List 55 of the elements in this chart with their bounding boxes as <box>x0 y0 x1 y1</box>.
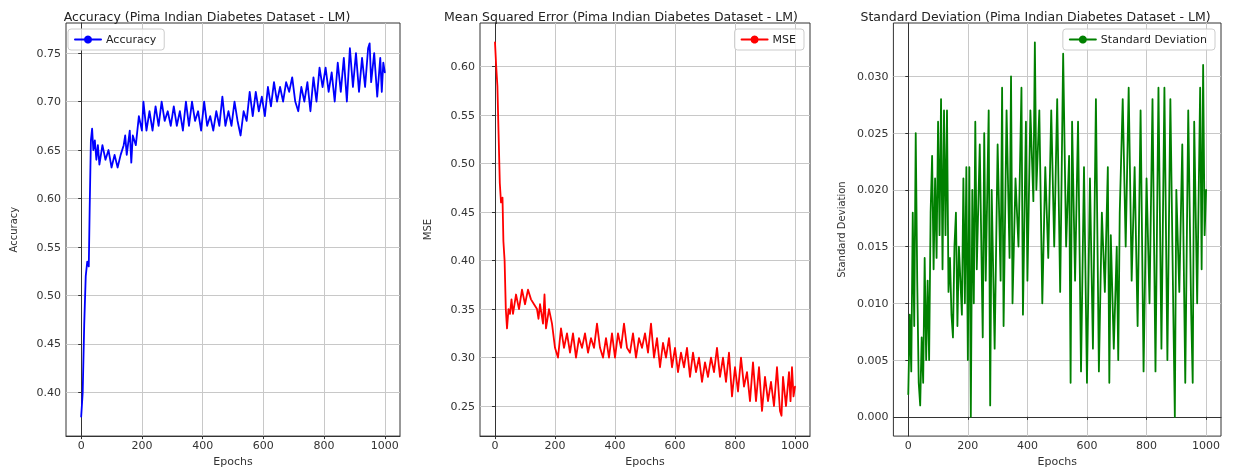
y-axis-title: Accuracy <box>7 206 19 253</box>
legend-label: Accuracy <box>106 33 157 46</box>
y-tick-label: 0.60 <box>450 60 475 74</box>
y-tick-label: 0.030 <box>856 69 889 83</box>
x-tick-label: 200 <box>957 439 979 453</box>
y-tick-label: 0.40 <box>36 385 61 399</box>
y-tick-label: 0.55 <box>450 108 475 122</box>
legend-label: MSE <box>772 33 797 46</box>
y-tick-label: 0.50 <box>450 157 475 171</box>
x-tick-label: 400 <box>1016 439 1038 453</box>
x-tick-label: 0 <box>904 439 912 453</box>
y-axis-title: Standard Deviation <box>835 181 847 278</box>
y-tick-label: 0.40 <box>450 254 475 268</box>
chart-title: Mean Squared Error (Pima Indian Diabetes Dataset - LM) <box>444 9 798 24</box>
x-tick-label: 600 <box>664 439 686 453</box>
legend-label: Standard Deviation <box>1100 33 1208 46</box>
y-tick-label: 0.005 <box>856 353 889 367</box>
x-axis-title: Epochs <box>625 455 665 468</box>
x-tick-label: 200 <box>131 439 153 453</box>
x-tick-label: 800 <box>724 439 746 453</box>
x-tick-label: 200 <box>544 439 566 453</box>
x-tick-label: 1000 <box>1192 439 1221 453</box>
x-tick-label: 1000 <box>781 439 809 453</box>
y-tick-label: 0.025 <box>856 126 889 140</box>
line-series <box>494 41 796 417</box>
x-axis-title: Epochs <box>1037 455 1078 468</box>
chart-title: Accuracy (Pima Indian Diabetes Dataset - LM) <box>63 9 351 24</box>
y-tick-label: 0.35 <box>450 302 475 316</box>
y-axis-title: MSE <box>421 218 433 241</box>
x-tick-label: 600 <box>252 439 274 453</box>
y-tick-label: 0.45 <box>450 205 475 219</box>
line-series <box>907 41 1208 418</box>
y-tick-label: 0.70 <box>36 95 61 109</box>
y-tick-label: 0.020 <box>856 183 889 197</box>
y-tick-label: 0.30 <box>450 351 475 365</box>
x-tick-label: 0 <box>77 439 85 453</box>
y-tick-label: 0.60 <box>36 192 61 206</box>
y-tick-label: 0.55 <box>36 240 61 254</box>
y-tick-label: 0.50 <box>36 288 61 302</box>
y-tick-label: 0.75 <box>36 46 61 60</box>
y-tick-label: 0.25 <box>450 399 475 413</box>
x-tick-label: 800 <box>1136 439 1158 453</box>
x-tick-label: 1000 <box>370 439 399 453</box>
y-tick-label: 0.010 <box>856 296 889 310</box>
x-axis-title: Epochs <box>213 455 253 468</box>
y-tick-label: 0.000 <box>856 410 889 424</box>
chart-title: Standard Deviation (Pima Indian Diabetes Dataset - LM) <box>860 9 1211 24</box>
y-tick-label: 0.65 <box>36 143 61 157</box>
y-tick-label: 0.015 <box>856 240 889 254</box>
x-tick-label: 400 <box>604 439 626 453</box>
x-tick-label: 400 <box>192 439 214 453</box>
y-tick-label: 0.45 <box>36 337 61 351</box>
x-tick-label: 800 <box>313 439 335 453</box>
x-tick-label: 0 <box>491 439 499 453</box>
x-tick-label: 600 <box>1076 439 1098 453</box>
